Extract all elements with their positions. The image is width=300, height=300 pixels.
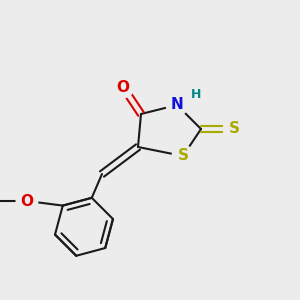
Circle shape: [166, 94, 188, 116]
Circle shape: [112, 76, 134, 98]
Text: S: S: [178, 148, 188, 164]
Text: O: O: [20, 194, 34, 208]
Circle shape: [223, 118, 245, 140]
Circle shape: [172, 145, 194, 167]
Text: S: S: [229, 122, 239, 136]
Text: O: O: [116, 80, 130, 94]
Text: H: H: [191, 88, 201, 101]
Text: N: N: [171, 98, 183, 112]
Circle shape: [16, 190, 38, 212]
